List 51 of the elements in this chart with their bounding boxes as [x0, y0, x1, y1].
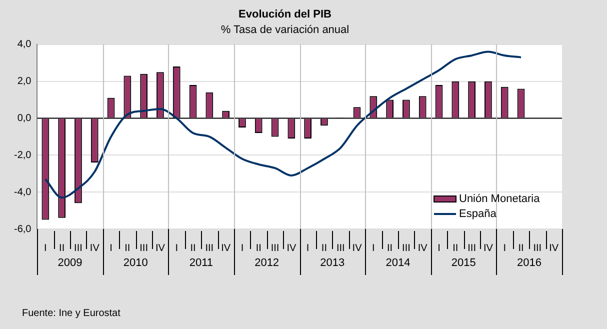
text: 2016 [516, 257, 542, 270]
text: 2010 [123, 257, 148, 270]
text: 2012 [254, 257, 280, 270]
text: 2011 [189, 257, 214, 270]
x-tick-label: I [175, 242, 178, 254]
y-tick-label: -6,0 [14, 224, 32, 235]
x-tick-label: I [240, 242, 244, 254]
x-tick-label: I [110, 242, 112, 254]
x-tick-label: IV [156, 242, 166, 254]
x-tick-label: I [44, 242, 47, 254]
x-tick-label: IV [549, 242, 559, 254]
x-tick-label: II [452, 242, 458, 254]
x-tick-label: II [321, 242, 327, 254]
x-tick-label: IV [221, 242, 231, 254]
x-tick-label: III [74, 242, 82, 254]
y-tick-label: 2,0 [17, 76, 32, 88]
x-tick-label: II [256, 242, 262, 254]
x-tick-label: III [270, 242, 280, 254]
chart-title: Evolución del PIB [238, 8, 332, 21]
x-tick-label: IV [352, 242, 362, 254]
chart-subtitle: % Tasa de variación anual [220, 24, 350, 36]
text: 2014 [386, 257, 410, 270]
x-tick-label: II [124, 242, 130, 254]
x-tick-label: III [402, 242, 410, 254]
x-tick-label: III [140, 242, 148, 254]
x-tick-label: III [205, 242, 214, 254]
x-tick-label: II [59, 242, 65, 254]
x-tick-label: I [306, 242, 310, 254]
y-tick-label: 0,0 [17, 112, 32, 124]
x-tick-label: I [438, 242, 440, 254]
x-tick-label: II [518, 242, 524, 254]
x-tick-label: III [468, 242, 476, 254]
text: 2013 [320, 257, 345, 270]
text: 2015 [451, 257, 476, 270]
text: 2009 [58, 257, 82, 270]
y-tick-label: 4,0 [17, 39, 32, 50]
source-note: Fuente: Ine y Eurostat [22, 308, 121, 319]
x-tick-label: II [190, 242, 196, 254]
x-tick-label: IV [418, 242, 428, 254]
x-tick-label: III [336, 242, 345, 254]
x-tick-label: IV [483, 242, 494, 254]
y-tick-label: -4,0 [14, 186, 32, 198]
x-tick-label: IV [286, 242, 296, 254]
x-tick-label: I [503, 242, 506, 254]
x-tick-label: II [387, 242, 393, 254]
y-tick-label: -2,0 [14, 150, 32, 161]
legend-label: España [459, 208, 498, 220]
legend-label: Unión Monetaria [459, 193, 541, 206]
x-tick-label: IV [90, 242, 100, 254]
x-tick-label: III [533, 242, 542, 254]
x-tick-label: I [372, 242, 375, 254]
